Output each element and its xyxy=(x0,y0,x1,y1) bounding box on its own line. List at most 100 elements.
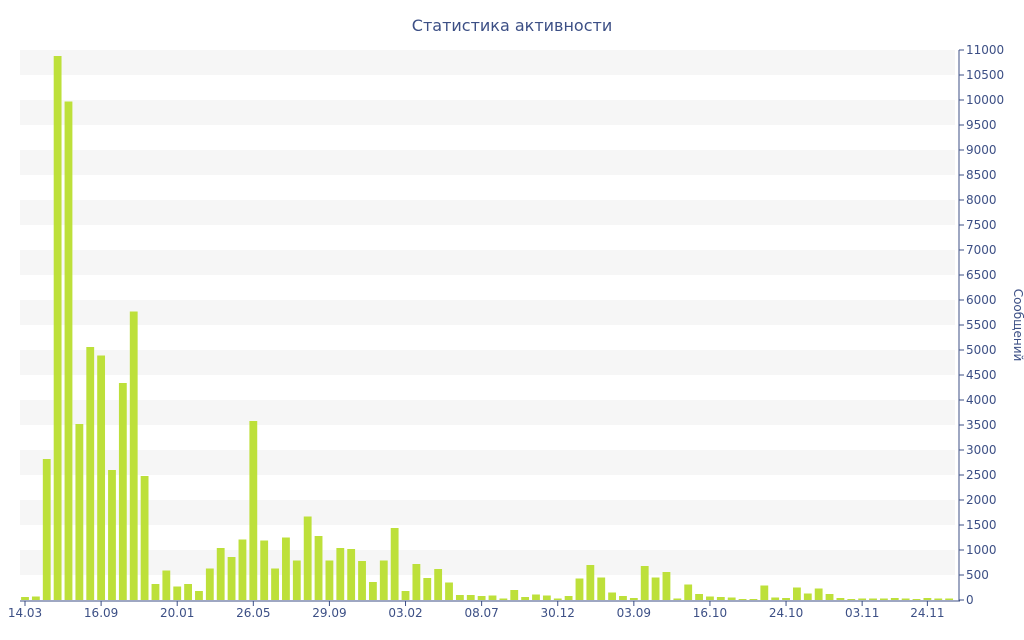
bar xyxy=(260,540,269,600)
y-tick-label: 10500 xyxy=(966,68,1004,82)
bar xyxy=(445,582,453,600)
bar-series xyxy=(21,56,954,600)
bar xyxy=(912,599,921,600)
bar xyxy=(271,568,279,600)
y-tick-label: 4000 xyxy=(966,393,997,407)
x-tick-label: 30.12 xyxy=(541,606,575,620)
bar xyxy=(108,470,116,600)
x-tick-label: 26.05 xyxy=(236,606,270,620)
bar xyxy=(455,595,464,600)
bar xyxy=(205,568,214,600)
y-tick-label: 10000 xyxy=(966,93,1004,107)
bar xyxy=(923,598,932,600)
bar xyxy=(575,578,584,600)
bar xyxy=(901,598,910,600)
y-tick-label: 5500 xyxy=(966,318,997,332)
x-tick-label: 16.10 xyxy=(693,606,727,620)
x-tick-label: 03.09 xyxy=(617,606,651,620)
bar xyxy=(803,593,812,600)
bar xyxy=(706,596,714,600)
bar xyxy=(847,599,856,600)
grid-band xyxy=(20,300,955,325)
bar xyxy=(434,569,443,600)
bar xyxy=(423,578,432,600)
y-tick-label: 6000 xyxy=(966,293,997,307)
bar xyxy=(716,597,725,600)
bar xyxy=(542,595,551,600)
bar xyxy=(510,590,519,600)
grid-band xyxy=(20,50,955,75)
bar xyxy=(586,565,595,600)
x-tick-label: 24.11 xyxy=(910,606,944,620)
bar xyxy=(162,570,171,600)
bar xyxy=(238,539,247,600)
bar xyxy=(836,598,845,600)
chart-title: Статистика активности xyxy=(412,16,612,35)
grid-band xyxy=(20,500,955,525)
y-tick-label: 1500 xyxy=(966,518,997,532)
y-tick-label: 1000 xyxy=(966,543,997,557)
bar xyxy=(31,596,40,600)
bar xyxy=(249,421,258,600)
bar xyxy=(499,598,508,600)
grid-band xyxy=(20,550,955,575)
bar xyxy=(173,586,182,600)
bar xyxy=(347,549,356,600)
y-tick-label: 6500 xyxy=(966,268,997,282)
bar xyxy=(21,597,29,600)
x-tick-label: 03.11 xyxy=(845,606,879,620)
bar xyxy=(597,577,606,600)
bar xyxy=(412,564,421,600)
bar xyxy=(118,383,127,600)
bar xyxy=(521,597,530,600)
x-tick-label: 08.07 xyxy=(464,606,498,620)
bar xyxy=(695,594,703,600)
x-tick-label: 03.02 xyxy=(388,606,422,620)
y-tick-label: 7000 xyxy=(966,243,997,257)
x-tick-label: 24.10 xyxy=(769,606,803,620)
y-tick-label: 7500 xyxy=(966,218,997,232)
bar xyxy=(727,597,736,600)
bar xyxy=(42,459,51,600)
grid-band xyxy=(20,250,955,275)
bar xyxy=(814,588,823,600)
bar xyxy=(86,347,95,600)
y-tick-label: 500 xyxy=(966,568,989,582)
bar xyxy=(673,598,682,600)
bar xyxy=(793,587,801,600)
bar xyxy=(738,599,747,600)
bar xyxy=(760,585,769,600)
y-tick-label: 0 xyxy=(966,593,974,607)
bar xyxy=(184,584,192,600)
bar xyxy=(358,561,366,600)
grid-bands xyxy=(20,50,955,575)
y-axis: 0 500 1000 1500 2000 2500 3000 3500 4000 4500 5000… xyxy=(958,43,1004,607)
bar xyxy=(466,595,475,600)
bar xyxy=(227,557,236,600)
y-tick-label: 3500 xyxy=(966,418,997,432)
bar xyxy=(608,592,617,600)
bar xyxy=(619,596,627,600)
bar xyxy=(869,598,877,600)
bar xyxy=(97,355,106,600)
bar xyxy=(401,591,410,600)
bar xyxy=(934,598,943,600)
y-tick-label: 2000 xyxy=(966,493,997,507)
y-tick-label: 5000 xyxy=(966,343,997,357)
y-axis-label: Сообщений xyxy=(1011,289,1024,362)
x-tick-label: 29.09 xyxy=(312,606,346,620)
bar xyxy=(825,594,834,600)
bar xyxy=(303,516,312,600)
grid-band xyxy=(20,100,955,125)
bar xyxy=(684,584,693,600)
grid-band xyxy=(20,200,955,225)
x-tick-label: 14.03 xyxy=(8,606,42,620)
bar xyxy=(564,596,573,600)
bar xyxy=(532,594,540,600)
bar xyxy=(216,548,225,600)
y-tick-label: 8000 xyxy=(966,193,997,207)
bar xyxy=(292,560,301,600)
y-tick-label: 4500 xyxy=(966,368,997,382)
